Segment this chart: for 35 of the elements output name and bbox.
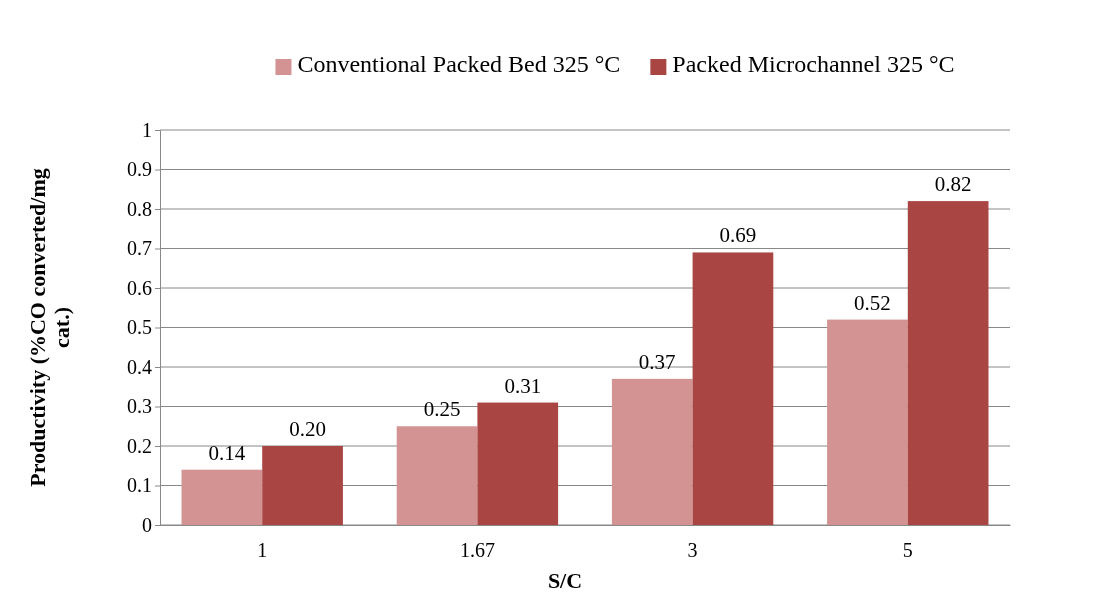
- y-tick-label: 0.5: [127, 316, 152, 339]
- y-tick-label: 0.3: [127, 395, 152, 418]
- bar: [907, 201, 989, 525]
- y-tick-label: 0: [142, 513, 152, 536]
- y-tick-label: 1: [142, 118, 152, 141]
- y-tick-label: 0.1: [127, 474, 152, 497]
- x-axis-title: S/C: [547, 568, 583, 593]
- data-label: 0.69: [719, 223, 757, 248]
- bar: [827, 319, 908, 525]
- y-tick-label: 0.6: [127, 276, 152, 299]
- bar: [262, 446, 343, 525]
- bar: [181, 469, 263, 525]
- x-tick-label: 1.67: [459, 539, 495, 562]
- y-tick-label: 0.8: [127, 197, 152, 220]
- y-tick-label: 0.4: [127, 355, 152, 378]
- y-axis-title: Productivity (%CO converted/mg cat.): [25, 168, 74, 487]
- legend-label: Conventional Packed Bed 325 °C: [297, 51, 621, 77]
- x-tick-label: 5: [902, 539, 913, 562]
- bar: [396, 426, 478, 525]
- y-tick-label: 0.2: [127, 434, 152, 457]
- data-label: 0.20: [289, 417, 326, 441]
- data-label: 0.14: [208, 440, 246, 465]
- data-label: 0.25: [423, 397, 461, 422]
- legend-label: Packed Microchannel 325 °C: [672, 51, 955, 77]
- y-tick-label: 0.9: [127, 158, 152, 181]
- bar: [692, 252, 774, 525]
- x-tick-label: 3: [687, 539, 698, 562]
- data-label: 0.82: [934, 172, 972, 197]
- y-tick-label: 0.7: [127, 237, 152, 260]
- bar: [611, 378, 693, 525]
- data-label: 0.52: [854, 290, 891, 315]
- bar: [477, 402, 559, 525]
- x-tick-label: 1: [257, 539, 268, 562]
- data-label: 0.31: [504, 373, 542, 398]
- data-label: 0.37: [638, 349, 676, 374]
